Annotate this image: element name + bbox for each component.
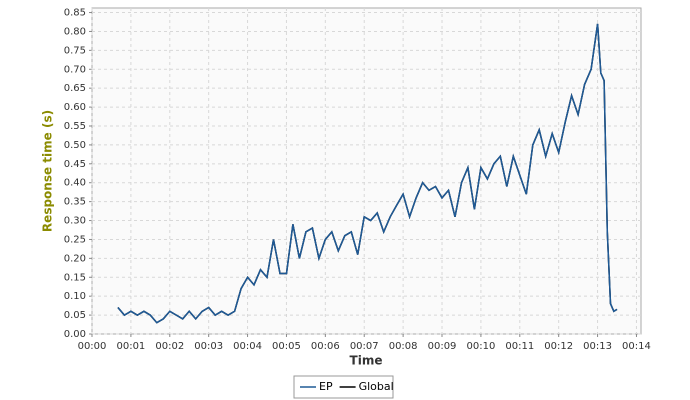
legend-label: Global — [359, 380, 394, 393]
y-tick-label: 0.70 — [64, 64, 86, 75]
y-tick-label: 0.00 — [64, 329, 86, 340]
x-tick-label: 00:06 — [311, 341, 340, 352]
y-tick-label: 0.75 — [64, 45, 86, 56]
x-tick-label: 00:14 — [622, 341, 651, 352]
x-tick-label: 00:04 — [233, 341, 262, 352]
y-tick-label: 0.35 — [64, 197, 86, 208]
y-tick-label: 0.45 — [64, 159, 86, 170]
x-tick-label: 00:01 — [116, 341, 145, 352]
x-tick-label: 00:07 — [350, 341, 379, 352]
y-tick-label: 0.25 — [64, 234, 86, 245]
y-tick-label: 0.60 — [64, 102, 86, 113]
x-tick-label: 00:11 — [505, 341, 534, 352]
y-tick-label: 0.65 — [64, 83, 86, 94]
y-tick-label: 0.20 — [64, 253, 86, 264]
x-tick-label: 00:02 — [155, 341, 184, 352]
x-axis-label: Time — [350, 354, 383, 368]
legend-label: EP — [319, 380, 333, 393]
y-axis-label: Response time (s) — [41, 110, 55, 232]
x-tick-label: 00:10 — [466, 341, 495, 352]
plot-area — [91, 7, 642, 335]
y-tick-label: 0.40 — [64, 178, 86, 189]
y-tick-label: 0.50 — [64, 140, 86, 151]
y-tick-label: 0.80 — [64, 26, 86, 37]
y-tick-label: 0.05 — [64, 310, 86, 321]
x-tick-label: 00:13 — [583, 341, 612, 352]
series-line — [117, 23, 618, 324]
x-tick-label: 00:12 — [544, 341, 573, 352]
x-tick-label: 00:00 — [78, 341, 107, 352]
x-tick-label: 00:08 — [389, 341, 418, 352]
y-tick-label: 0.30 — [64, 216, 86, 227]
y-tick-label: 0.55 — [64, 121, 86, 132]
y-tick-label: 0.10 — [64, 291, 86, 302]
x-tick-label: 00:05 — [272, 341, 301, 352]
y-tick-label: 0.85 — [64, 8, 86, 19]
x-tick-label: 00:03 — [194, 341, 223, 352]
x-tick-label: 00:09 — [428, 341, 457, 352]
y-tick-label: 0.15 — [64, 272, 86, 283]
